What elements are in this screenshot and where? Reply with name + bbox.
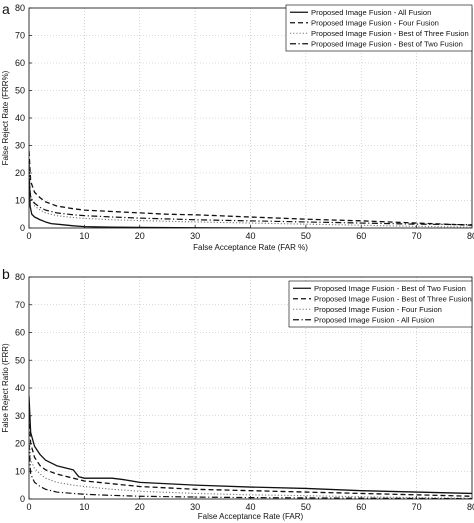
- legend-entry: Proposed Image Fusion - Four Fusion: [311, 19, 439, 28]
- y-axis-label: False Reject Rate (FRR%): [1, 70, 10, 165]
- y-tick-label: 40: [15, 383, 25, 393]
- y-tick-label: 80: [15, 272, 25, 282]
- x-axis-label: False Acceptance Rate (FAR): [198, 512, 304, 521]
- x-tick-label: 60: [356, 231, 366, 241]
- y-tick-label: 40: [15, 113, 25, 123]
- y-tick-label: 10: [15, 196, 25, 206]
- y-tick-label: 20: [15, 168, 25, 178]
- x-tick-label: 50: [301, 502, 311, 512]
- y-tick-label: 30: [15, 141, 25, 151]
- x-tick-label: 70: [412, 502, 422, 512]
- y-tick-label: 80: [15, 3, 25, 13]
- y-tick-label: 0: [20, 223, 25, 233]
- legend-entry: Proposed Image Fusion - All Fusion: [314, 316, 434, 325]
- legend-box: [285, 4, 473, 52]
- series-group: [29, 396, 472, 499]
- y-tick-label: 60: [15, 58, 25, 68]
- x-tick-label: 60: [356, 502, 366, 512]
- x-axis-label: False Acceptance Rate (FAR %): [193, 243, 308, 252]
- x-tick-label: 30: [190, 231, 200, 241]
- y-tick-label: 20: [15, 439, 25, 449]
- y-tick-label: 50: [15, 355, 25, 365]
- series-group: [29, 150, 472, 228]
- y-tick-label: 10: [15, 466, 25, 476]
- x-tick-label: 40: [245, 502, 255, 512]
- series-line-2: [29, 415, 472, 497]
- x-tick-label: 10: [79, 231, 89, 241]
- y-tick-label: 70: [15, 31, 25, 41]
- y-tick-label: 70: [15, 300, 25, 310]
- x-tick-label: 20: [135, 231, 145, 241]
- legend: Proposed Image Fusion - Best of Two Fusi…: [288, 280, 473, 328]
- series-line-4: [29, 178, 472, 226]
- x-tick-label: 50: [301, 231, 311, 241]
- y-tick-label: 30: [15, 411, 25, 421]
- x-tick-label: 10: [79, 502, 89, 512]
- series-line-1: [29, 159, 251, 228]
- legend-entry: Proposed Image Fusion - All Fusion: [311, 8, 431, 17]
- panel-a: a 0 10 20 30 40 50 60 70 80 0 10 20 30 40 50 60 70 80 False…: [1, 1, 474, 252]
- legend-entry: Proposed Image Fusion - Four Fusion: [314, 305, 442, 314]
- y-tick-label: 60: [15, 328, 25, 338]
- legend-entry: Proposed Image Fusion - Best of Two Fusi…: [311, 40, 463, 49]
- series-line-2: [29, 150, 472, 226]
- legend-box: [288, 280, 473, 328]
- panel-label: a: [2, 1, 10, 17]
- series-line-3: [29, 167, 472, 228]
- panel-b: b 0 10 20 30 40 50 60 70 80 0 10 20 30 40 50 60 70 80 False…: [1, 266, 474, 521]
- legend-entry: Proposed Image Fusion - Best of Three Fu…: [314, 295, 472, 304]
- x-tick-label: 70: [412, 231, 422, 241]
- panel-label: b: [2, 266, 10, 282]
- y-axis-label: False Reject Ratio (FRR): [1, 343, 10, 433]
- y-tick-label: 0: [20, 494, 25, 504]
- legend-entry: Proposed Image Fusion - Best of Two Fusi…: [314, 284, 466, 293]
- x-tick-label: 80: [467, 231, 474, 241]
- series-line-1: [29, 396, 472, 495]
- x-tick-label: 40: [245, 231, 255, 241]
- x-tick-label: 20: [135, 502, 145, 512]
- y-tick-label: 50: [15, 86, 25, 96]
- x-tick-label: 0: [26, 231, 31, 241]
- legend-entry: Proposed Image Fusion - Best of Three Fu…: [311, 29, 469, 38]
- x-tick-label: 0: [26, 502, 31, 512]
- legend: Proposed Image Fusion - All Fusion Propos…: [285, 4, 473, 52]
- x-tick-label: 80: [467, 502, 474, 512]
- x-tick-label: 30: [190, 502, 200, 512]
